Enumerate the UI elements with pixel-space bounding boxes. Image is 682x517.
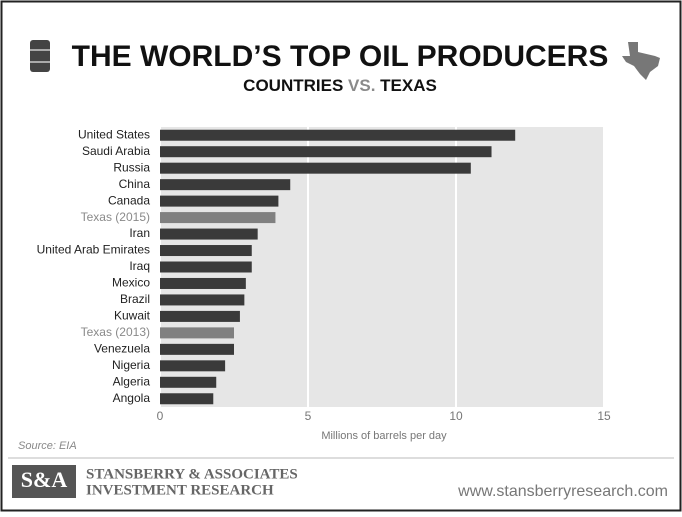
y-tick-label: Texas (2013) xyxy=(81,325,150,339)
x-tick-label: 15 xyxy=(597,409,611,423)
bar xyxy=(160,146,492,158)
bar xyxy=(160,294,245,306)
x-axis-label: Millions of barrels per day xyxy=(321,430,447,442)
y-tick-label: Algeria xyxy=(113,374,151,388)
x-tick-label: 10 xyxy=(449,409,463,423)
bar xyxy=(160,228,258,240)
subtitle-part: VS. xyxy=(348,76,375,95)
bar xyxy=(160,245,252,257)
source: Source: EIA xyxy=(18,440,77,452)
y-tick-label: United States xyxy=(78,127,150,141)
bar xyxy=(160,195,279,207)
y-tick-label: Venezuela xyxy=(94,342,150,356)
logo-box xyxy=(12,465,76,498)
bar xyxy=(160,277,246,289)
y-tick-label: Kuwait xyxy=(114,309,151,323)
y-tick-label: Mexico xyxy=(112,276,150,290)
logo: S&A xyxy=(21,467,68,492)
y-tick-label: China xyxy=(119,177,151,191)
y-tick-label: Iran xyxy=(129,226,150,240)
url: www.stansberryresearch.com xyxy=(457,483,668,500)
x-tick-label: 0 xyxy=(157,409,164,423)
bar xyxy=(160,327,234,339)
bar xyxy=(160,310,240,322)
chart-title: THE WORLD’S TOP OIL PRODUCERS xyxy=(72,40,609,73)
bar xyxy=(160,376,217,388)
bar xyxy=(160,179,291,191)
bar xyxy=(160,261,252,273)
bar xyxy=(160,129,516,141)
company-name: INVESTMENT RESEARCH xyxy=(86,482,274,498)
y-tick-label: Canada xyxy=(108,193,150,207)
y-tick-label: United Arab Emirates xyxy=(37,243,150,257)
y-tick-label: Saudi Arabia xyxy=(82,144,150,158)
subtitle-part: TEXAS xyxy=(375,76,436,95)
company-name: STANSBERRY & ASSOCIATES xyxy=(86,466,298,482)
bar xyxy=(160,360,226,372)
y-tick-label: Brazil xyxy=(120,292,150,306)
texas-icon xyxy=(622,42,660,80)
subtitle-part: COUNTRIES xyxy=(243,76,348,95)
x-tick-label: 5 xyxy=(305,409,312,423)
y-tick-label: Russia xyxy=(113,160,150,174)
barrel-icon xyxy=(30,40,50,72)
bar xyxy=(160,162,471,174)
y-tick-label: Angola xyxy=(113,391,151,405)
y-tick-label: Nigeria xyxy=(112,358,150,372)
bar xyxy=(160,212,276,224)
y-tick-label: Texas (2015) xyxy=(81,210,150,224)
bar xyxy=(160,343,234,355)
y-tick-label: Iraq xyxy=(129,259,150,273)
chart-subtitle: COUNTRIES VS. TEXAS xyxy=(243,76,437,95)
bar xyxy=(160,393,214,405)
